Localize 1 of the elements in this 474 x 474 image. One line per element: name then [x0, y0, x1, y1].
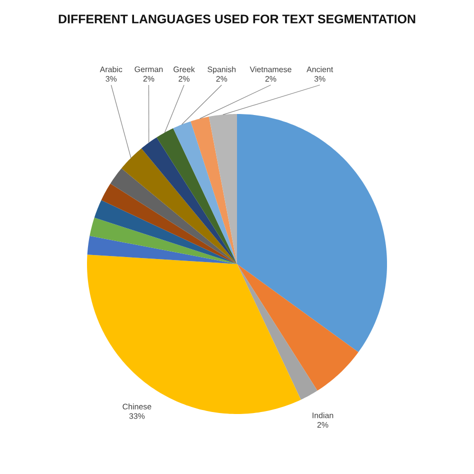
chart-title: DIFFERENT LANGUAGES USED FOR TEXT SEGMENTATION	[58, 14, 416, 24]
